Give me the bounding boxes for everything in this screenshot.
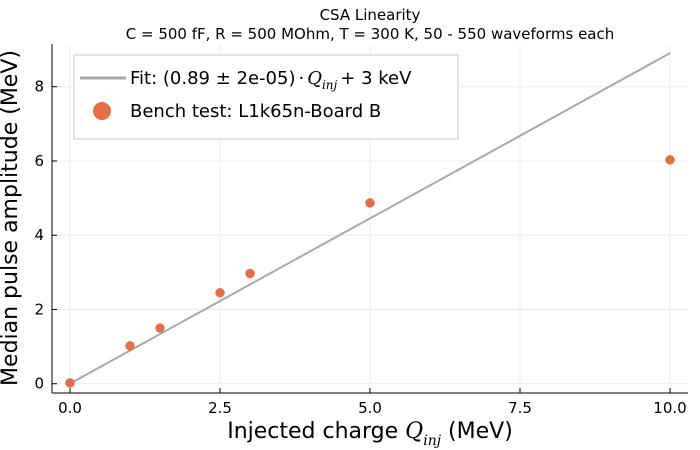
data-point-0-4: [245, 268, 255, 279]
legend-fit-subscript: inj: [322, 78, 338, 92]
y-tick-label-1: 2: [34, 300, 44, 318]
legend-fit-label: Fit: (0.89 ± 2e-05) · Qinj + 3 keV: [130, 68, 412, 92]
legend-series-label: Bench test: L1k65n-Board B: [130, 101, 381, 122]
x-tick-label-4: 10.0: [653, 399, 686, 417]
x-tick-label-3: 7.5: [508, 399, 532, 417]
x-axis-title: Injected charge Qinj (MeV): [227, 419, 513, 449]
y-tick-label-4: 8: [34, 78, 44, 96]
x-tick-label-1: 2.5: [208, 399, 232, 417]
chart-title: CSA Linearity: [320, 6, 421, 24]
y-tick-label-2: 4: [34, 226, 44, 244]
data-point-0-1: [125, 341, 135, 351]
x-axis-label-symbol: Q: [405, 419, 423, 444]
data-point-0-2: [155, 323, 165, 333]
x-axis-label-prefix: Injected charge: [227, 419, 405, 444]
x-axis-label-suffix: (MeV): [441, 419, 513, 444]
y-tick-label-3: 6: [34, 152, 44, 170]
data-point-0-6: [665, 155, 675, 165]
x-tick-label-2: 5.0: [358, 399, 382, 417]
y-axis-label: Median pulse amplitude (MeV): [0, 50, 23, 386]
legend: Fit: (0.89 ± 2e-05) · Qinj + 3 keV Bench te…: [73, 54, 459, 140]
legend-box: [73, 54, 459, 140]
fit-layer: [69, 52, 671, 385]
x-axis-label-subscript: inj: [423, 433, 441, 449]
legend-fit-symbol: Q: [307, 68, 322, 89]
legend-fit-dot: ·: [298, 68, 304, 89]
legend-series-marker: [93, 102, 111, 120]
data-point-0-3: [215, 288, 225, 298]
y-tick-label-0: 0: [34, 375, 44, 393]
chart-header: CSA Linearity C = 500 fF, R = 500 MOhm, …: [126, 6, 615, 43]
x-axis-label: Injected charge Qinj (MeV): [227, 419, 513, 449]
x-tick-label-0: 0.0: [58, 399, 82, 417]
legend-fit-suffix: + 3 keV: [340, 68, 412, 89]
tick-layer: 0.0 2.5 5.0 7.5 10.0 0 2 4 6 8: [34, 78, 686, 417]
legend-fit-prefix: Fit: (0.89 ± 2e-05): [130, 68, 295, 89]
fit-line: [69, 52, 671, 385]
data-point-0-5: [365, 198, 375, 208]
data-point-0-0: [65, 378, 75, 388]
data-points: [65, 155, 675, 388]
chart-subtitle: C = 500 fF, R = 500 MOhm, T = 300 K, 50 …: [126, 25, 615, 43]
